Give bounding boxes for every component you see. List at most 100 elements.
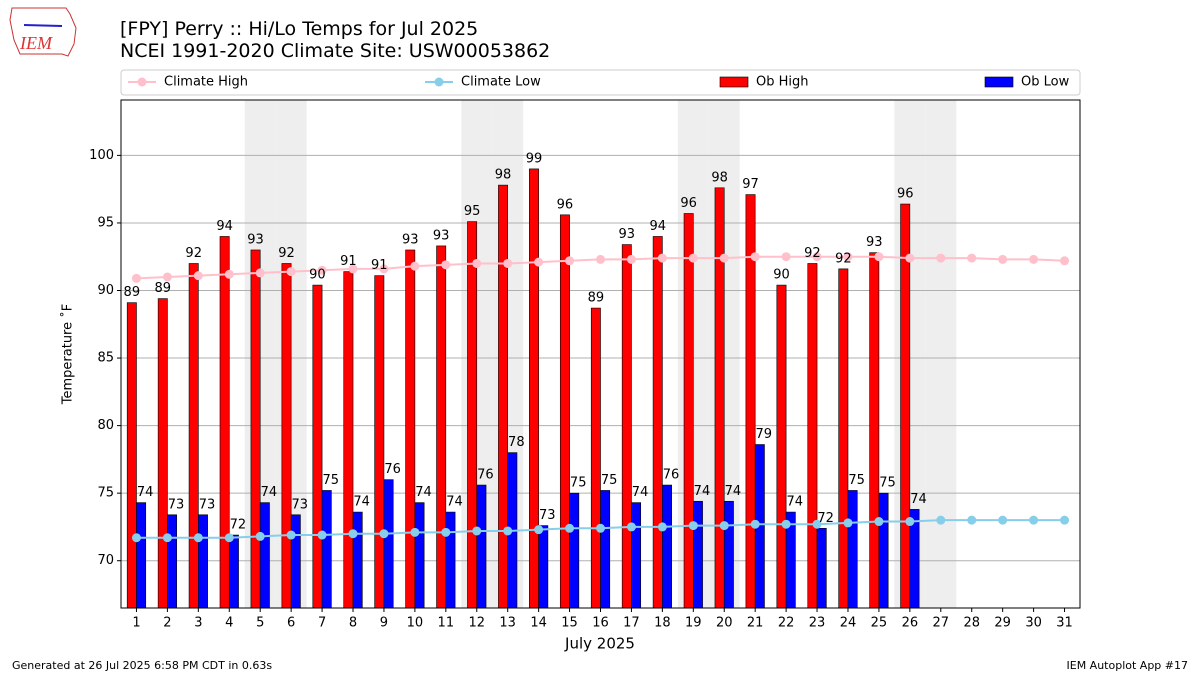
y-tick-label: 90: [97, 283, 114, 298]
point: [781, 252, 791, 262]
y-tick-label: 85: [97, 351, 114, 366]
x-tick-label: 27: [933, 616, 950, 631]
value-label: 89: [154, 281, 171, 296]
bar: [869, 252, 880, 609]
bar: [228, 534, 239, 609]
point: [998, 515, 1008, 525]
bar: [816, 527, 827, 609]
value-label: 74: [725, 484, 742, 499]
value-label: 92: [835, 251, 852, 266]
bar: [807, 263, 818, 609]
point: [410, 261, 420, 271]
point: [967, 253, 977, 263]
bar: [198, 514, 208, 609]
point: [379, 529, 389, 539]
chart-title: [FPY] Perry :: Hi/Lo Temps for Jul 2025: [120, 18, 478, 40]
value-label: 74: [137, 485, 154, 500]
bar: [352, 511, 363, 609]
bar: [126, 302, 137, 609]
bar: [621, 244, 632, 609]
point: [1029, 254, 1039, 264]
point: [379, 264, 389, 274]
value-label: 94: [649, 219, 666, 234]
x-tick-label: 24: [840, 616, 857, 631]
y-axis-label: Temperature ˚F: [60, 304, 76, 405]
bar: [538, 525, 549, 609]
bar: [683, 213, 694, 609]
legend-label: Climate High: [164, 75, 248, 90]
legend-box: [120, 69, 1081, 96]
value-label: 89: [124, 285, 141, 300]
bar: [662, 484, 672, 609]
point: [472, 526, 482, 536]
value-label: 92: [278, 246, 295, 261]
bar: [498, 184, 508, 609]
point: [781, 519, 791, 529]
x-tick-label: 19: [685, 616, 702, 631]
bar: [405, 249, 416, 609]
x-tick-label: 20: [716, 616, 733, 631]
value-label: 96: [680, 196, 697, 211]
value-label: 98: [711, 170, 728, 185]
x-tick-label: 14: [530, 616, 547, 631]
bar: [136, 502, 147, 609]
value-label: 93: [866, 235, 883, 250]
point: [348, 529, 358, 539]
x-tick-label: 22: [778, 616, 795, 631]
point: [812, 519, 822, 529]
value-label: 75: [601, 473, 618, 488]
legend-swatch: [719, 76, 749, 88]
point: [317, 530, 327, 540]
x-tick-label: 8: [349, 616, 357, 631]
point: [503, 526, 513, 536]
x-tick-label: 13: [499, 616, 516, 631]
logo: IEM: [9, 7, 77, 57]
y-tick-label: 95: [97, 215, 114, 230]
point: [534, 257, 544, 267]
x-tick-label: 26: [902, 616, 919, 631]
point: [1029, 515, 1039, 525]
value-label: 97: [742, 177, 759, 192]
value-label: 75: [879, 476, 896, 491]
bar: [219, 236, 230, 609]
x-axis-label: July 2025: [564, 635, 635, 653]
point: [1060, 256, 1070, 266]
x-tick-label: 29: [994, 616, 1011, 631]
value-label: 93: [433, 228, 450, 243]
bar: [652, 236, 663, 609]
point: [657, 522, 667, 532]
point: [688, 253, 698, 263]
value-label: 74: [415, 485, 432, 500]
y-tick-label: 80: [97, 418, 114, 433]
point: [905, 517, 915, 527]
bar: [188, 263, 199, 609]
point: [626, 522, 636, 532]
legend-marker: [137, 77, 147, 87]
bar: [157, 298, 168, 609]
point: [1060, 515, 1070, 525]
point: [936, 253, 946, 263]
x-tick-label: 30: [1025, 616, 1042, 631]
value-label: 98: [495, 168, 512, 183]
bar: [167, 514, 177, 609]
x-tick-label: 31: [1056, 616, 1073, 631]
value-label: 91: [371, 258, 388, 273]
bar: [569, 492, 580, 609]
value-label: 96: [897, 187, 914, 202]
point: [750, 519, 760, 529]
legend-label: Ob Low: [1021, 75, 1070, 90]
bar: [838, 268, 849, 609]
value-label: 96: [557, 197, 574, 212]
x-tick-label: 4: [225, 616, 233, 631]
value-label: 73: [292, 497, 309, 512]
value-label: 74: [786, 495, 803, 510]
x-tick-label: 12: [468, 616, 485, 631]
x-tick-label: 5: [256, 616, 264, 631]
bar: [383, 479, 394, 609]
value-label: 99: [526, 151, 543, 166]
y-tick-label: 75: [97, 486, 114, 501]
x-tick-label: 23: [809, 616, 826, 631]
bar: [290, 514, 301, 609]
bar: [259, 502, 270, 609]
